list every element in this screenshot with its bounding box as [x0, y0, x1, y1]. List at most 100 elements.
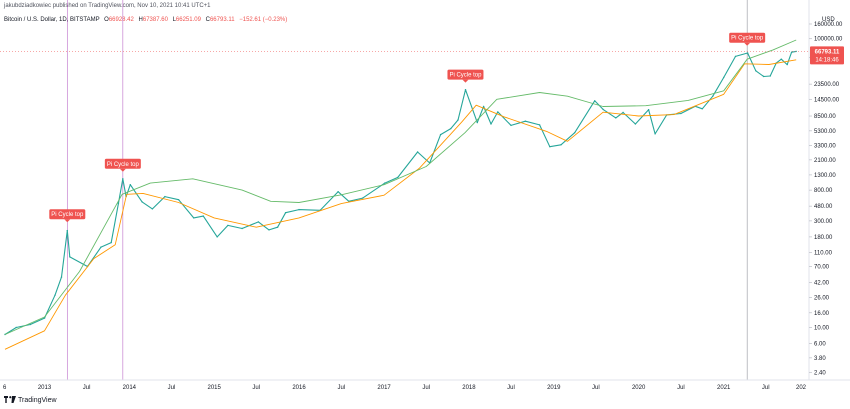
time-tick-label: 2016 [292, 385, 306, 391]
price-tick-label: 5300.00 [814, 129, 836, 135]
series-point [276, 226, 279, 228]
marker-label: Pi Cycle top [51, 212, 84, 218]
series-point [701, 108, 703, 110]
series-point [122, 178, 124, 180]
price-tick-label: 180.00 [814, 235, 833, 241]
marker-badge [49, 209, 86, 220]
series-point [560, 144, 562, 146]
series-point [241, 227, 243, 230]
series-point [755, 70, 757, 72]
series-point [549, 146, 551, 148]
time-axis[interactable]: 6 2013 Jul 2014 Jul 2015 Jul 2016 Jul 2017 Jul 2018… [3, 385, 807, 391]
chart-series [4, 39, 797, 350]
time-tick-label: Jul [507, 385, 515, 391]
series-point [654, 133, 656, 135]
time-tick-label: Jul [592, 385, 600, 391]
price-tick-label: 110.00 [814, 250, 833, 256]
time-tick-label: Jul [677, 385, 685, 391]
pi-cycle-marker[interactable]: Pi Cycle top [49, 209, 86, 223]
bar-countdown: 14:18:46 [815, 57, 839, 63]
series-point [482, 105, 485, 108]
series-point [164, 195, 166, 198]
series-point [110, 241, 112, 244]
series-point [216, 236, 218, 238]
time-tick-label: 2014 [123, 385, 137, 391]
series-point [680, 112, 682, 115]
time-tick-label: Jul [422, 385, 430, 391]
price-tick-label: 14500.00 [814, 97, 840, 103]
series-point [362, 197, 364, 199]
time-tick-label: 2021 [717, 385, 731, 391]
price-tick-label: 42.00 [814, 281, 830, 287]
series-point [193, 217, 195, 219]
series-point [202, 215, 204, 217]
series-point [634, 123, 637, 125]
series-point [763, 75, 765, 78]
symbol-title[interactable]: Bitcoin / U.S. Dollar, 1D, BITSTAMP [4, 17, 100, 23]
series-point [43, 317, 46, 319]
symbol-legend: Bitcoin / U.S. Dollar, 1D, BITSTAMP O669… [4, 17, 287, 23]
series-point [490, 123, 492, 125]
series-point [602, 108, 604, 111]
series-point [439, 133, 442, 136]
series-point [538, 124, 541, 126]
marker-label: Pi Cycle top [107, 162, 140, 168]
time-tick-label: 2020 [632, 385, 646, 391]
series-point [786, 63, 788, 66]
series-point [647, 109, 650, 111]
series-point [594, 100, 596, 102]
price-tick-label: 8500.00 [814, 114, 836, 120]
price-tick-label: 480.00 [814, 204, 833, 210]
time-tick-label: Jul [83, 385, 91, 391]
series-point [257, 221, 260, 223]
marker-guide-lines [66, 0, 748, 380]
price-tick-label: 3300.00 [814, 144, 836, 150]
series-point [117, 202, 120, 205]
time-tick-label: 2013 [38, 385, 52, 391]
tradingview-logo-icon [4, 396, 16, 403]
series-point [69, 256, 71, 258]
series-point [100, 246, 102, 248]
series-point [622, 111, 624, 114]
time-tick-label: Jul [762, 385, 770, 391]
price-tick-label: 160000.00 [814, 22, 843, 28]
pi-cycle-marker[interactable]: Pi Cycle top [729, 32, 766, 46]
series-point [54, 294, 56, 296]
marker-badge [729, 32, 766, 43]
price-axis[interactable]: USD 160000.00100000.0055000.0023500.0014… [809, 17, 843, 376]
series-point [723, 76, 725, 79]
series-point [29, 323, 31, 326]
series-point [151, 208, 154, 210]
series-point [524, 120, 527, 122]
time-tick-label: 2018 [462, 385, 476, 391]
footer-brand[interactable]: TradingView [4, 396, 57, 404]
time-tick-label: 2019 [547, 385, 561, 391]
marker-label: Pi Cycle top [731, 36, 764, 42]
series-point [397, 176, 399, 179]
time-tick-label: 2017 [377, 385, 391, 391]
price-tick-label: 70.00 [814, 265, 830, 271]
last-price-value: 66793.11 [815, 49, 840, 55]
series-point [615, 117, 617, 119]
series-point [497, 111, 499, 113]
high-label: H [138, 17, 143, 23]
series-point [268, 229, 270, 231]
time-tick-label: Jul [252, 385, 260, 391]
brand-name: TradingView [18, 397, 57, 404]
series-point [795, 50, 797, 53]
last-price-tag[interactable]: 66793.11 14:18:46 [0, 46, 844, 65]
price-tick-label: 10.00 [814, 326, 830, 332]
pi-cycle-marker[interactable]: Pi Cycle top [104, 158, 141, 172]
pi-cycle-marker[interactable]: Pi Cycle top [447, 69, 484, 83]
price-tick-label: 2100.00 [814, 158, 836, 164]
open-value: 66928.42 [108, 17, 134, 23]
series-point [464, 89, 467, 91]
time-tick-label: 6 [3, 385, 7, 391]
series-point [734, 55, 737, 58]
price-tick-label: 2.40 [814, 370, 826, 376]
marker-label: Pi Cycle top [449, 73, 482, 79]
series-point [284, 212, 287, 214]
series-point [60, 276, 63, 278]
currency-label: USD [822, 17, 835, 23]
